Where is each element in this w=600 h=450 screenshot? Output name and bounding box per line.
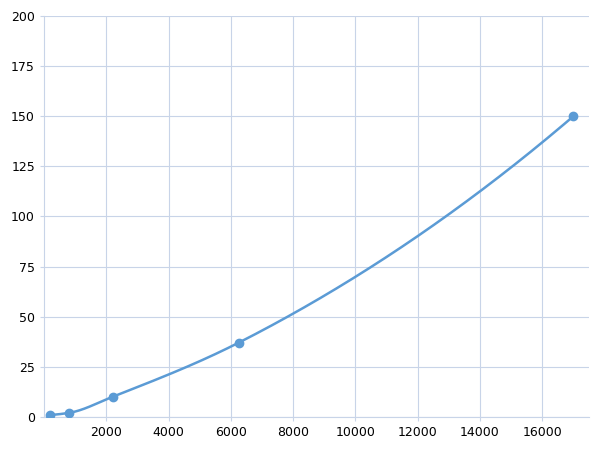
- Point: [234, 339, 244, 346]
- Point: [64, 409, 74, 416]
- Point: [569, 112, 578, 120]
- Point: [108, 393, 118, 400]
- Point: [46, 411, 55, 418]
